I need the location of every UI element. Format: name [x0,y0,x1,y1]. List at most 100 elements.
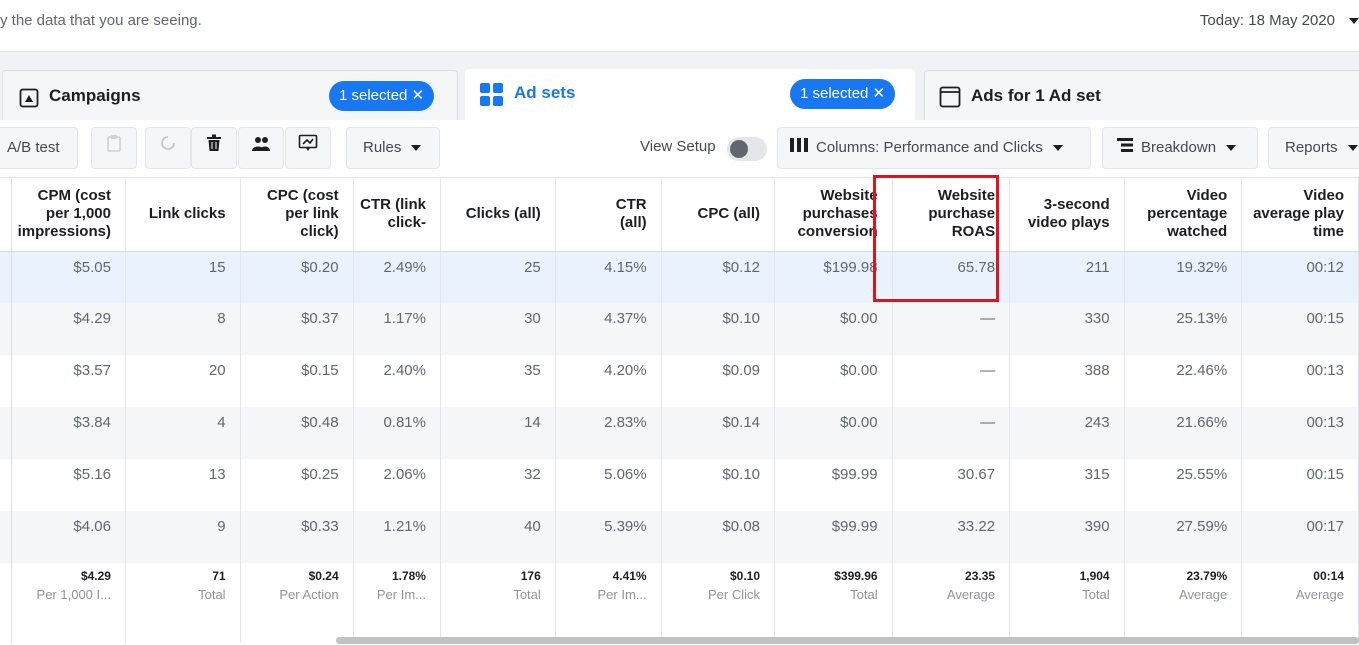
total-3-second-video-plays: 1,904 Total [1009,563,1125,643]
cell-video-average-play-time: 00:12 [1241,251,1359,303]
col-header-clicks-all[interactable]: Clicks (all) [440,178,556,252]
cell-video-average-play-time: 00:15 [1241,459,1359,511]
tab-campaigns[interactable]: Campaigns 1 selected ✕ [2,70,458,120]
cell-clicks-all: 35 [440,355,556,407]
cell-video-average-play-time: 00:17 [1241,511,1359,563]
campaigns-selected-badge[interactable]: 1 selected ✕ [329,81,435,111]
ab-test-label: A/B test [7,139,60,156]
rules-dropdown[interactable]: Rules [346,127,440,169]
trash-icon [206,128,222,168]
preview-chart-icon [298,128,318,168]
clipboard-icon [106,128,122,168]
delete-button[interactable] [191,127,237,169]
total-video-percentage-watched: 23.79% Average [1124,563,1243,643]
col-header-video-percentage-watched[interactable]: Video percentage watched [1124,178,1243,252]
cell-cpc-all: $0.08 [661,511,776,563]
tab-ad-sets[interactable]: Ad sets 1 selected ✕ [465,69,915,120]
cell-video-percentage-watched: 25.13% [1124,303,1243,355]
total-cpc-all: $0.10 Per Click [661,563,776,643]
cell-website-purchases-conversion: $0.00 [774,303,893,355]
cell-cpc-link: $0.33 [240,511,354,563]
toolbar: A/B test Rules View Setup Columns: Perfo… [0,120,1359,178]
cell-cpm: $4.06 [11,511,126,563]
ab-test-button[interactable]: A/B test [0,127,78,169]
total-ctr-all: 4.41% Per Im... [555,563,662,643]
cell-website-purchase-roas: 33.22 [892,511,1011,563]
tab-ads[interactable]: Ads for 1 Ad set [924,70,1359,120]
cell-link-clicks: 20 [125,355,241,407]
cell-clicks-all: 40 [440,511,556,563]
table-row[interactable]: $3.57 20 $0.15 2.40% 35 4.20% $0.09 $0.00—388 22… [0,355,1359,407]
cell-cpc-all: $0.14 [661,407,776,459]
col-header-website-purchases-conversion[interactable]: Website purchases conversion [774,178,893,252]
total-link-clicks: 71 Total [125,563,241,643]
cell-cpm: $3.57 [11,355,126,407]
cell-3-second-video-plays: 330 [1009,303,1125,355]
cell-ctr-link: 2.06% [353,459,441,511]
col-header-video-average-play-time[interactable]: Video average play time [1241,178,1359,252]
header-row: CPM (cost per 1,000 impressions) Link cl… [0,178,1359,252]
col-header-cpm[interactable]: CPM (cost per 1,000 impressions) [11,178,126,252]
cell-link-clicks: 8 [125,303,241,355]
cell-website-purchases-conversion: $0.00 [774,355,893,407]
table-row[interactable]: $5.05 15 $0.20 2.49% 25 4.15% $0.12 $199.98 65.7… [0,251,1359,303]
metrics-table: CPM (cost per 1,000 impressions) Link cl… [0,178,1359,643]
adsets-selected-badge[interactable]: 1 selected ✕ [790,79,896,109]
view-setup-toggle[interactable] [727,137,767,161]
total-video-average-play-time: 00:14 Average [1241,563,1359,643]
horizontal-scrollbar[interactable] [336,637,1359,644]
cell-3-second-video-plays: 211 [1009,251,1125,303]
cell-cpm: $5.05 [11,251,126,303]
col-header-website-purchase-roas[interactable]: Website purchase ROAS [892,178,1011,252]
chevron-down-icon [1226,145,1237,152]
refresh-button[interactable] [145,127,191,169]
breakdown-dropdown[interactable]: Breakdown [1102,127,1258,169]
preview-button[interactable] [285,127,331,169]
table-row[interactable]: $4.06 9 $0.33 1.21% 40 5.39% $0.08 $99.99 33.22 3… [0,511,1359,563]
cell-clicks-all: 30 [440,303,556,355]
totals-row: $4.29 Per 1,000 I... 71 Total $0.24 Per Act… [0,563,1359,643]
tab-ad-sets-label: Ad sets [514,83,576,102]
cell-3-second-video-plays: 388 [1009,355,1125,407]
ad-window-icon [939,86,961,113]
cell-cpc-link: $0.37 [240,303,354,355]
col-header-3-second-video-plays[interactable]: 3-second video plays [1009,178,1125,252]
cell-website-purchase-roas: 65.78 [892,251,1011,303]
cell-ctr-link: 2.49% [353,251,441,303]
table-row[interactable]: $4.29 8 $0.37 1.17% 30 4.37% $0.10 $0.00—330 25.… [0,303,1359,355]
cell-ctr-all: 2.83% [555,407,662,459]
date-dropdown-caret-icon[interactable] [1349,18,1359,24]
cell-website-purchases-conversion: $99.99 [774,459,893,511]
total-cpm: $4.29 Per 1,000 I... [11,563,126,643]
col-header-cpc-link[interactable]: CPC (cost per link click) [240,178,354,252]
cell-website-purchase-roas: — [892,303,1011,355]
cell-cpc-link: $0.20 [240,251,354,303]
table-row[interactable]: $5.16 13 $0.25 2.06% 32 5.06% $0.10 $99.99 30.67… [0,459,1359,511]
cell-3-second-video-plays: 243 [1009,407,1125,459]
cell-ctr-all: 5.39% [555,511,662,563]
columns-label: Columns: Performance and Clicks [816,139,1043,156]
cell-website-purchases-conversion: $0.00 [774,407,893,459]
col-header-cpc-all[interactable]: CPC (all) [661,178,776,252]
cell-cpm: $4.29 [11,303,126,355]
cell-cpc-link: $0.15 [240,355,354,407]
reports-dropdown[interactable]: Reports [1268,127,1359,169]
duplicate-button[interactable] [91,127,137,169]
campaign-flag-icon [19,88,39,113]
cell-video-percentage-watched: 27.59% [1124,511,1243,563]
date-range-label[interactable]: Today: 18 May 2020 [1199,12,1335,29]
columns-dropdown[interactable]: Columns: Performance and Clicks [777,127,1091,169]
level-tabs: Campaigns 1 selected ✕ Ad sets 1 selecte… [0,52,1359,120]
cell-3-second-video-plays: 390 [1009,511,1125,563]
table-row[interactable]: $3.84 4 $0.48 0.81% 14 2.83% $0.14 $0.00—243 21.… [0,407,1359,459]
cell-ctr-all: 4.37% [555,303,662,355]
cell-video-percentage-watched: 22.46% [1124,355,1243,407]
cell-cpc-all: $0.10 [661,303,776,355]
cell-link-clicks: 13 [125,459,241,511]
col-header-ctr-all[interactable]: CTR (all) [555,178,662,252]
col-header-ctr-link[interactable]: CTR (link click- [353,178,441,252]
cell-ctr-link: 2.40% [353,355,441,407]
audience-button[interactable] [238,127,284,169]
col-header-link-clicks[interactable]: Link clicks [125,178,241,252]
chevron-down-icon [411,145,422,152]
